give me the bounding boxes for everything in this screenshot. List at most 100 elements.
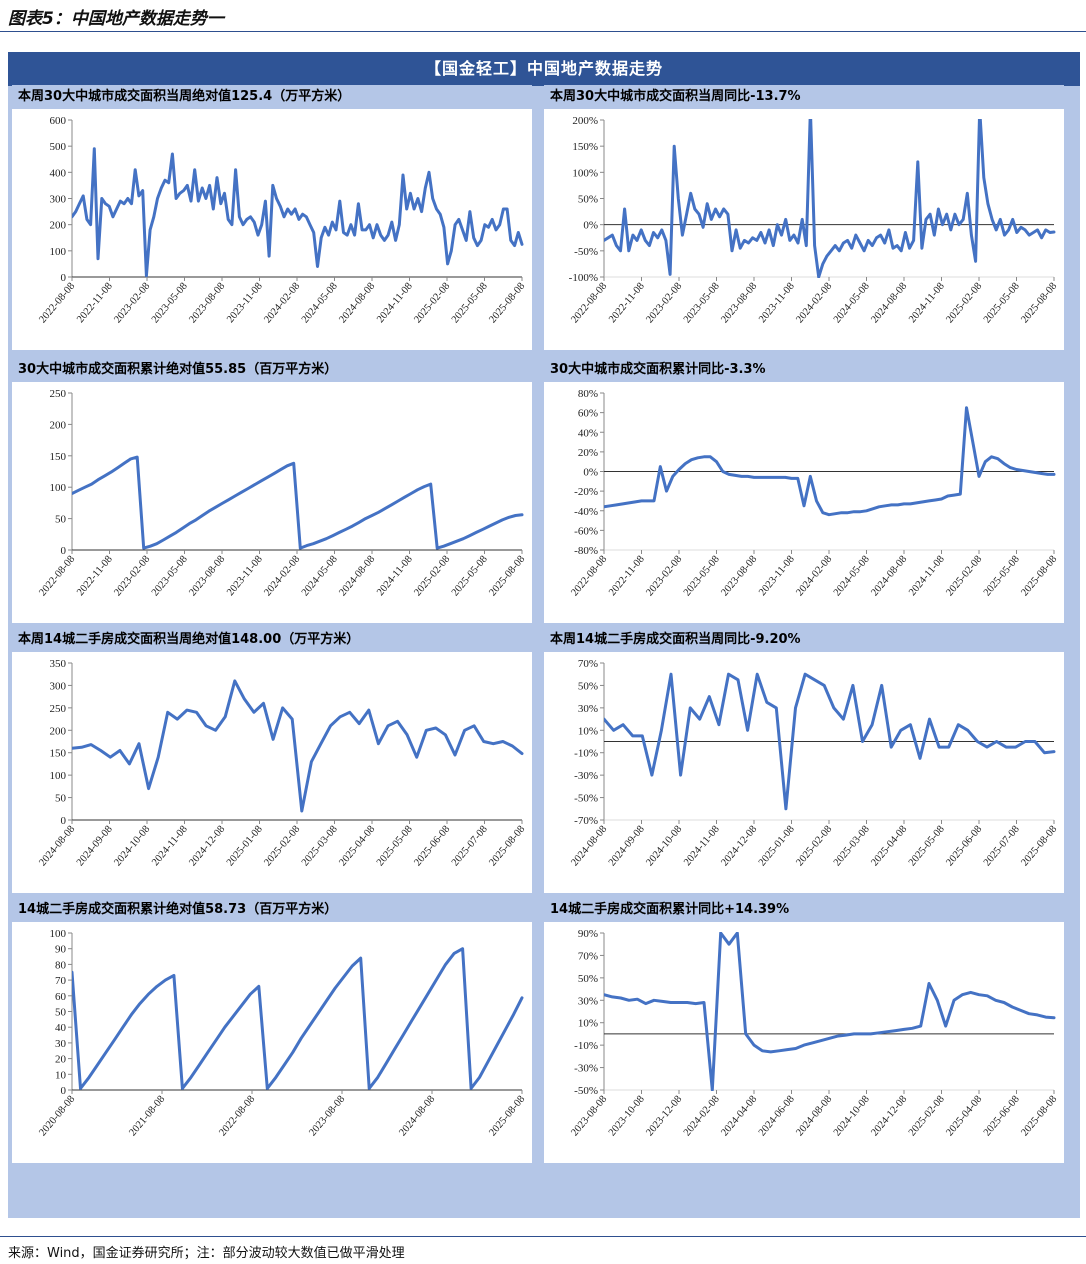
data-point [339,716,341,718]
data-point [740,475,742,477]
x-tick-label: 2025-05-08 [982,554,1022,599]
x-tick-label: 2022-11-08 [607,281,647,325]
data-point [504,1029,506,1031]
data-point [227,499,229,501]
data-point [677,197,679,199]
data-point [234,495,236,497]
data-point [896,244,898,246]
x-tick-label: 2024-05-08 [300,554,340,599]
data-point [983,176,985,178]
data-point [815,500,817,502]
data-point [424,187,426,189]
data-point [224,716,226,718]
data-point [728,943,730,945]
data-point [737,679,739,681]
panel-title: 本周14城二手房成交面积当周同比-9.20% [544,628,1064,652]
data-point [842,242,844,244]
data-point [331,221,333,223]
data-point [462,538,464,540]
data-point [1049,231,1051,233]
data-point [164,979,166,981]
data-point [879,234,881,236]
y-tick-label: 10 [55,1069,67,1081]
data-point [329,725,331,727]
data-point [756,673,758,675]
y-tick-label: 250 [50,703,67,715]
data-point [214,506,216,508]
data-point [345,528,347,530]
data-point [950,229,952,231]
data-point [641,735,643,737]
y-tick-label: 600 [50,115,67,127]
data-point [727,213,729,215]
data-point [179,192,181,194]
x-tick-label: 2025-02-08 [944,554,984,599]
data-point [709,456,711,458]
x-tick-label: 2023-02-08 [644,281,684,326]
data-point [659,465,661,467]
data-point [778,1050,780,1052]
x-tick-label: 2024-04-08 [719,1094,759,1139]
data-point [119,200,121,202]
data-point [929,213,931,215]
data-point [747,242,749,244]
data-point [312,543,314,545]
data-point [195,519,197,521]
x-tick-label: 2024-02-08 [262,281,302,326]
x-tick-label: 2023-02-08 [112,281,152,326]
data-point [609,505,611,507]
data-point [188,522,190,524]
y-tick-label: 30% [578,995,598,1007]
data-point [80,746,82,748]
data-point [257,234,259,236]
data-point [241,1004,243,1006]
y-tick-label: -50% [574,1085,598,1097]
data-point [130,458,132,460]
data-point [736,932,738,934]
x-tick-label: 2025-06-08 [944,824,984,869]
data-point [820,1040,822,1042]
y-tick-label: 30% [578,703,598,715]
data-point [669,273,671,275]
data-point [694,208,696,210]
x-tick-label: 2023-12-08 [644,1094,684,1139]
data-point [215,1039,217,1041]
data-point [953,494,955,496]
data-point [1020,226,1022,228]
data-point [840,512,842,514]
data-point [999,218,1001,220]
data-point [117,467,119,469]
data-point [922,501,924,503]
y-tick-label: 200% [572,115,598,127]
data-point [413,208,415,210]
data-point [986,995,988,997]
data-point [262,702,264,704]
data-point [198,1064,200,1066]
data-point [890,746,892,748]
chart-cumulative-14-city-second-hand-yoy: -50%-30%-10%10%30%50%70%90%2023-08-08202… [569,928,1059,1139]
data-point [436,547,438,549]
x-tick-label: 2025-01-08 [225,824,265,869]
data-point [387,234,389,236]
banner-title: 【国金轻工】中国地产数据走势 [8,52,1080,86]
data-point [743,239,745,241]
data-point [268,255,270,257]
data-point [128,763,130,765]
data-point [253,221,255,223]
data-point [915,502,917,504]
data-point [636,998,638,1000]
data-point [127,197,129,199]
y-tick-label: -60% [574,525,598,537]
data-point [234,680,236,682]
data-point [298,218,300,220]
data-point [130,1013,132,1015]
data-point [90,483,92,485]
data-point [175,531,177,533]
data-point [502,740,504,742]
data-point [1036,1014,1038,1016]
data-point [979,119,981,121]
x-tick-label: 2024-09-08 [607,824,647,869]
data-point [173,974,175,976]
data-point [450,250,452,252]
data-point [766,701,768,703]
